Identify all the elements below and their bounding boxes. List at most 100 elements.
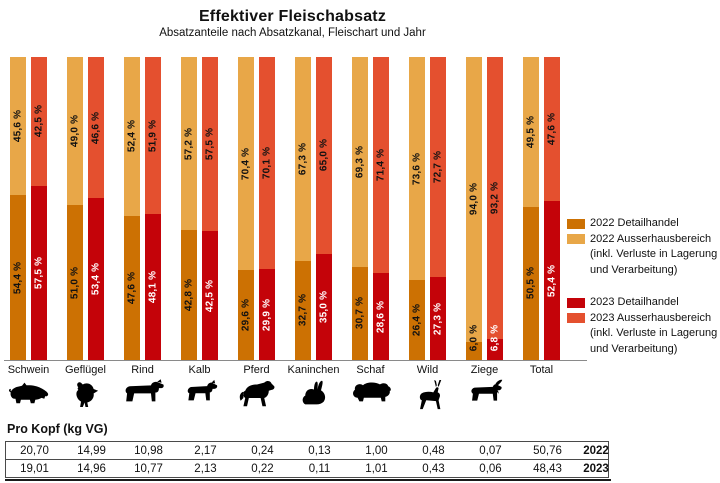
segment-value-label: 73,6 % [411,152,423,185]
bar-segment: 54,4 % [10,195,26,360]
deer-icon-box [399,379,456,415]
segment-value-label: 57,5 % [33,256,45,290]
bar-segment: 32,7 % [295,260,311,360]
segment-value-label: 70,1 % [261,147,273,180]
bottom-rule [5,478,611,481]
per-capita-value: 0,22 [251,462,274,475]
bar-segment: 6,0 % [466,325,482,360]
bar-segment: 28,6 % [373,273,389,360]
legend-text: 2022 Detailhandel [590,217,679,229]
bar-segment: 50,5 % [523,206,539,360]
bar-segment: 49,5 % [523,57,539,207]
bar-segment: 42,5 % [31,57,47,186]
segment-value-label: 26,4 % [411,303,423,337]
segment-value-label: 6,8 % [489,324,501,352]
bar-segment: 47,6 % [544,57,560,202]
bar-segment: 26,4 % [409,280,425,360]
segment-value-label: 46,6 % [90,111,102,144]
segment-value-label: 67,3 % [297,142,309,176]
segment-value-label: 45,6 % [12,109,24,143]
per-capita-value: 0,43 [422,462,445,475]
legend-swatch [567,218,585,229]
category-label: Geflügel [65,364,106,376]
segment-value-label: 35,0 % [318,290,330,324]
rabbit-icon-box [285,379,342,415]
bar-2023: 51,9 % 48,1 % [145,57,161,360]
segment-value-label: 49,0 % [69,115,81,148]
chicken-icon [76,382,99,407]
bar-segment: 57,5 % [31,185,47,360]
bar-segment: 29,6 % [238,270,254,360]
x-axis-line [4,359,587,361]
bar-2022: 69,3 % 30,7 % [352,57,368,360]
category-label: Schaf [356,364,385,376]
goat-icon-box [456,379,513,415]
segment-value-label: 69,3 % [354,145,366,179]
bar-segment: 42,5 % [202,231,218,360]
per-capita-table: 20,70 14,99 10,98 2,17 0,24 0,13 1,00 0,48 0,07 5… [5,441,609,478]
per-capita-row: 19,01 14,96 10,77 2,13 0,22 0,11 1,01 0,43 0,06 4… [6,460,609,477]
bar-segment: 93,2 % [487,57,503,340]
bar-2022: 94,0 % 6,0 % [466,57,482,360]
category-label: Kaninchen [287,364,340,376]
legend-text: 2023 Detailhandel [590,296,679,308]
segment-value-label: 51,9 % [147,119,159,152]
bar-segment: 71,4 % [373,57,389,274]
segment-value-label: 70,4 % [240,147,252,180]
per-capita-value: 50,76 [533,444,562,457]
bar-segment: 73,6 % [409,57,425,280]
segment-value-label: 94,0 % [468,183,480,216]
segment-value-label: 48,1 % [147,270,159,304]
per-capita-value: 0,07 [479,444,502,457]
per-capita-value: 0,48 [422,444,445,457]
per-capita-value: 14,99 [77,444,106,457]
per-capita-value: 10,77 [134,462,163,475]
category-label: Wild [416,364,439,376]
per-capita-value: 2,17 [194,444,217,457]
calf-icon-box [171,379,228,415]
legend-text: 2023 Ausserhausbereich [590,311,712,324]
segment-value-label: 32,7 % [297,294,309,327]
legend-text: und Verarbeitung) [590,342,678,355]
cow-icon [125,379,164,402]
category-label: Kalb [188,364,211,376]
icon-placeholder [513,379,570,415]
segment-value-label: 71,4 % [375,148,387,182]
bar-2022: 57,2 % 42,8 % [181,57,197,360]
segment-value-label: 47,6 % [126,271,138,305]
legend-row: und Verarbeitung) [567,263,719,279]
bar-pair: 49,0 % 51,0 % 46,6 % 53,4 % [57,57,114,360]
bar-segment: 49,0 % [67,57,83,206]
bar-segment: 51,9 % [145,57,161,215]
per-capita-value: 1,00 [365,444,388,457]
segment-value-label: 6,0 % [468,324,480,352]
segment-value-label: 42,5 % [204,279,216,312]
legend-text: 2022 Ausserhausbereich [590,232,712,245]
bar-segment: 67,3 % [295,57,311,261]
segment-value-label: 49,5 % [525,115,537,149]
segment-value-label: 72,7 % [432,150,444,184]
legend-text: (inkl. Verluste in Lagerung [590,248,718,260]
category-label: Schwein [7,364,50,376]
category-group: 70,4 % 29,6 % 70,1 % 29,9 % Pferd [228,57,285,415]
bar-segment: 6,8 % [487,325,503,360]
bar-2023: 46,6 % 53,4 % [88,57,104,360]
bar-pair: 67,3 % 32,7 % 65,0 % 35,0 % [285,57,342,360]
bar-2023: 72,7 % 27,3 % [430,57,446,360]
bar-chart: 45,6 % 54,4 % 42,5 % 57,5 % Schwein 49,0 % 51,… [0,57,570,415]
category-group: 49,5 % 50,5 % 47,6 % 52,4 % Total [513,57,570,415]
legend-text: und Verarbeitung) [590,263,678,276]
bar-pair: 69,3 % 30,7 % 71,4 % 28,6 % [342,57,399,360]
legend-swatch [567,234,585,245]
bar-segment: 27,3 % [430,277,446,360]
per-capita-value: 0,06 [479,462,502,475]
bar-pair: 73,6 % 26,4 % 72,7 % 27,3 % [399,57,456,360]
segment-value-label: 28,6 % [375,300,387,333]
bar-segment: 46,6 % [88,57,104,199]
segment-value-label: 54,4 % [12,261,24,294]
segment-value-label: 57,5 % [204,127,216,161]
bar-2022: 49,0 % 51,0 % [67,57,83,360]
cow-icon-box [114,379,171,415]
segment-value-label: 47,6 % [546,112,558,146]
